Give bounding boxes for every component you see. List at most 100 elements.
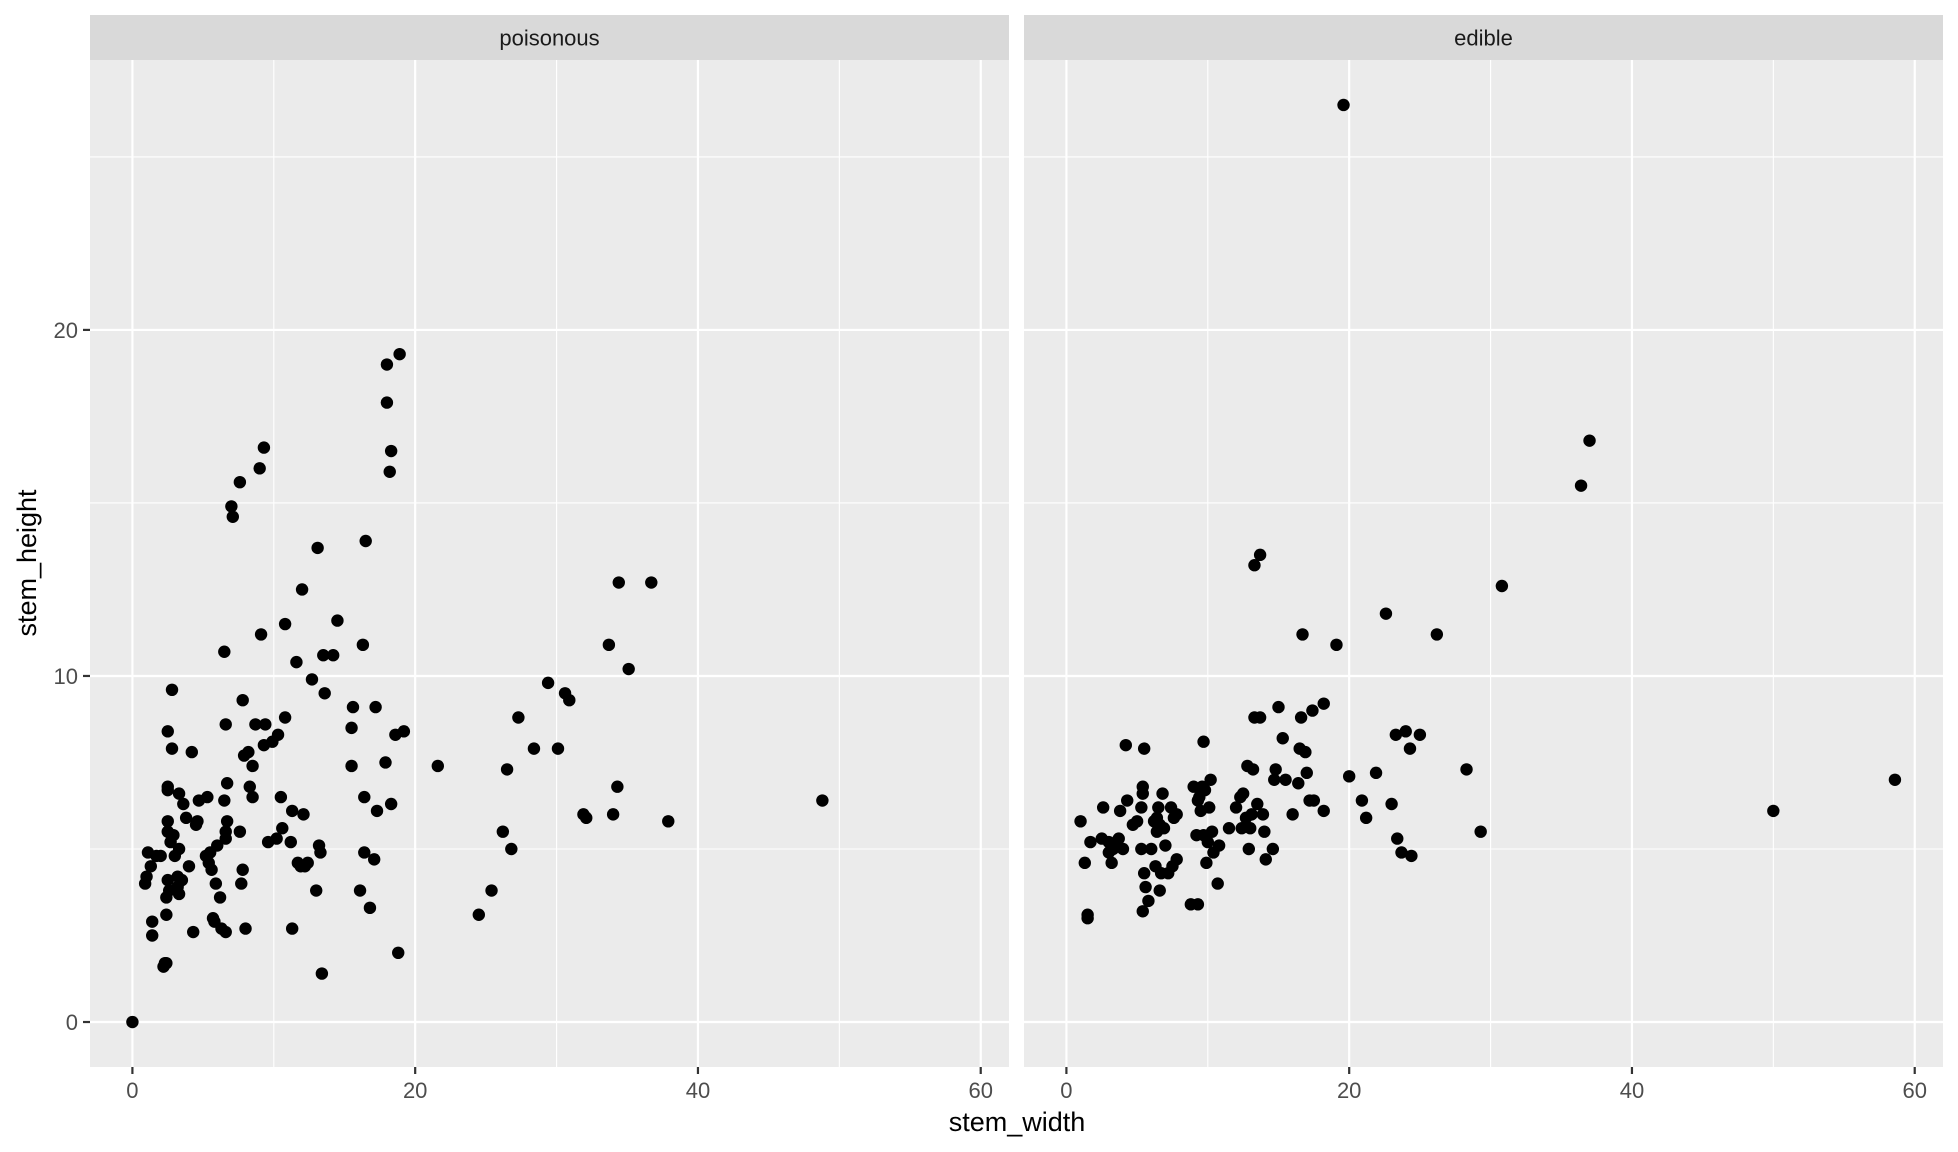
data-point <box>1888 773 1902 786</box>
data-point <box>235 877 248 890</box>
data-point <box>384 797 398 811</box>
data-point <box>1248 559 1261 572</box>
facet-strip <box>1024 15 1943 60</box>
data-point <box>1112 832 1125 845</box>
data-point <box>563 693 576 707</box>
data-point <box>358 846 371 859</box>
data-point <box>358 790 371 804</box>
data-point <box>359 534 372 548</box>
panels-layer: poisonous 0 20 40 60 0 10 20 edible 0 20 40 60 <box>54 15 1943 1103</box>
data-point <box>161 725 174 738</box>
data-point <box>172 787 186 800</box>
data-point <box>505 842 518 856</box>
data-point <box>512 711 525 724</box>
data-point <box>1187 780 1200 793</box>
y-axis-title: stem_height <box>12 489 42 637</box>
data-point <box>541 676 555 690</box>
data-point <box>209 877 223 890</box>
data-point <box>345 721 358 735</box>
data-point <box>384 444 398 458</box>
data-point <box>318 687 331 700</box>
data-point <box>285 804 299 818</box>
data-point <box>1137 867 1151 880</box>
facet-strip-label: edible <box>1454 26 1513 51</box>
data-point <box>1242 842 1256 856</box>
data-point <box>167 828 180 842</box>
x-axis-title: stem_width <box>949 1107 1086 1137</box>
data-point <box>527 742 541 755</box>
data-point <box>472 908 486 921</box>
data-point <box>177 797 190 811</box>
data-point <box>257 441 271 454</box>
data-point <box>1266 842 1280 856</box>
data-point <box>249 718 262 731</box>
data-point <box>1299 745 1312 759</box>
data-point <box>236 693 249 707</box>
data-point <box>1081 908 1094 921</box>
data-point <box>1201 835 1215 849</box>
facet-strip <box>90 15 1009 60</box>
data-point <box>205 863 218 876</box>
panel-poisonous: poisonous 0 20 40 60 0 10 20 <box>54 15 1009 1103</box>
data-point <box>284 835 297 849</box>
data-point <box>1359 811 1373 825</box>
data-point <box>1300 766 1313 780</box>
data-point <box>331 614 344 627</box>
data-point <box>1245 808 1258 821</box>
data-point <box>146 929 159 942</box>
data-point <box>1157 822 1171 835</box>
x-tick-label: 40 <box>686 1078 710 1103</box>
data-point <box>1413 728 1427 741</box>
y-tick-label: 20 <box>54 318 78 343</box>
data-point <box>213 891 227 904</box>
data-point <box>1152 801 1165 814</box>
data-point <box>606 808 620 821</box>
data-point <box>392 946 405 960</box>
data-point <box>1116 842 1130 856</box>
data-point <box>140 870 153 883</box>
data-point <box>290 655 303 669</box>
x-tick-label: 60 <box>968 1078 992 1103</box>
data-point <box>551 742 565 755</box>
data-point <box>1211 877 1224 890</box>
data-point <box>1078 856 1091 870</box>
data-point <box>1258 825 1271 838</box>
data-point <box>1135 842 1148 856</box>
data-point <box>274 790 288 804</box>
data-point <box>1236 787 1250 800</box>
data-point <box>172 842 186 856</box>
y-tick-label: 10 <box>54 664 78 689</box>
data-point <box>297 808 310 821</box>
data-point <box>259 718 272 731</box>
x-tick-label: 20 <box>1337 1078 1361 1103</box>
data-point <box>1130 815 1144 828</box>
data-point <box>1391 832 1404 845</box>
data-point <box>314 846 327 859</box>
data-point <box>1203 801 1216 814</box>
data-point <box>161 783 174 797</box>
data-point <box>1113 804 1127 818</box>
data-point <box>611 780 624 793</box>
data-point <box>397 725 411 738</box>
data-point <box>1317 804 1330 818</box>
data-point <box>1403 742 1417 755</box>
data-point <box>1355 794 1369 807</box>
data-point <box>1286 808 1299 821</box>
y-tick-label: 0 <box>66 1010 78 1035</box>
x-tick-label: 20 <box>403 1078 427 1103</box>
data-point <box>393 347 406 361</box>
data-point <box>161 815 174 828</box>
data-point <box>271 728 285 741</box>
data-point <box>1337 98 1350 112</box>
data-point <box>1074 815 1087 828</box>
data-point <box>1119 738 1132 752</box>
data-point <box>380 396 394 409</box>
data-point <box>1235 822 1248 835</box>
data-point <box>160 956 173 970</box>
data-point <box>380 358 394 371</box>
data-point <box>1430 628 1444 641</box>
data-point <box>179 811 193 825</box>
panel-background <box>90 60 1009 1067</box>
data-point <box>144 860 157 873</box>
data-point <box>1170 808 1183 821</box>
